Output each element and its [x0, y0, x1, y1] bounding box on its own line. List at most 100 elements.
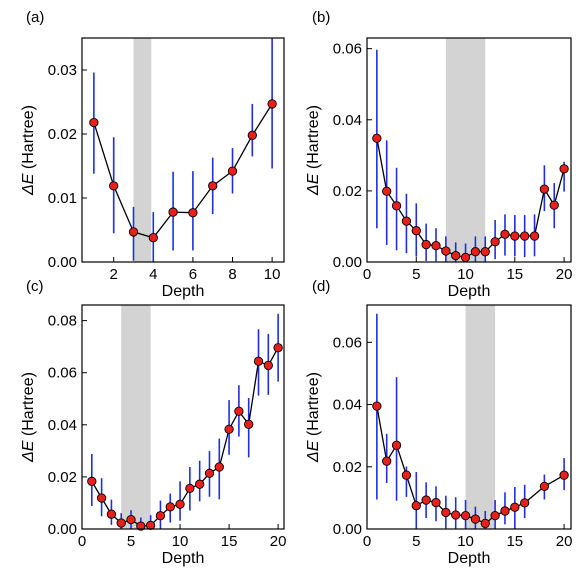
panel-d-shaded-region	[465, 305, 496, 529]
panel-b-ylabel: ΔE (Hartree)	[305, 105, 322, 196]
panel-c-point	[136, 521, 146, 531]
panel-c-point	[234, 406, 244, 416]
panel-c-point	[155, 511, 166, 521]
panel-b-ytick-label: 0.06	[333, 41, 362, 58]
panel-d-label: (d)	[312, 278, 330, 295]
panel-c-point	[253, 356, 264, 366]
panel-b-point	[441, 246, 451, 256]
panel-a-point	[267, 99, 277, 109]
panel-b-point	[500, 229, 510, 239]
panel-d-xtick-label: 20	[556, 533, 573, 550]
panel-b-ylabel-unit: (Hartree)	[305, 105, 322, 173]
panel-c-ytick-label: 0.02	[48, 469, 77, 486]
panel-a-point	[128, 227, 139, 237]
panel-c-series-line	[91, 347, 279, 527]
panel-a-ytick-label: 0.03	[48, 62, 77, 79]
panel-a-ytick-label: 0.00	[48, 254, 77, 271]
panel-a-point	[208, 181, 218, 191]
panel-b-point	[451, 250, 461, 261]
panel-c-ylabel-symbol: ΔE	[20, 440, 37, 463]
panel-c-ytick-label: 0.00	[48, 521, 77, 538]
panel-b-point	[372, 133, 382, 143]
panel-d-frame	[366, 304, 572, 530]
panel-b-label: (b)	[312, 9, 330, 26]
panel-a-xtick-label: 6	[189, 266, 197, 283]
panel-d-point	[559, 470, 569, 480]
panel-a-xtick-label: 10	[264, 266, 281, 283]
panel-d-point	[460, 510, 471, 521]
panel-d-point	[421, 495, 431, 505]
panel-a-ytick-label: 0.01	[48, 190, 77, 207]
panel-d-xtick-label: 0	[363, 533, 371, 550]
panel-c-xtick-label: 0	[78, 533, 86, 550]
panel-d-point	[490, 510, 500, 521]
panel-c-point	[96, 493, 107, 503]
panel-c-xtick-label: 5	[127, 533, 135, 550]
panel-a-xtick-label: 2	[110, 266, 118, 283]
panel-b-ytick-label: 0.00	[333, 254, 362, 271]
panel-b-point	[460, 252, 471, 263]
panel-b-xtick-label: 15	[506, 266, 523, 283]
panel-d-point	[391, 440, 402, 450]
panel-d: 0 5 10 15 20 0.00 0.02 0.04 0.06 Depth ΔE (Hartree…	[305, 278, 572, 567]
panel-c-frame	[81, 304, 285, 530]
panel-a-ylabel-unit: (Hartree)	[20, 105, 37, 173]
panel-b-ytick-label: 0.04	[333, 112, 362, 129]
panel-c-xtick-label: 10	[172, 533, 189, 550]
panel-c-point	[145, 520, 156, 531]
panel-a-point	[247, 130, 257, 140]
panel-a-frame	[81, 37, 285, 263]
panel-c-point	[263, 360, 273, 371]
panel-c-point	[244, 419, 254, 429]
panel-a-point	[227, 166, 238, 176]
panel-d-point	[451, 510, 461, 520]
panel-b-point	[391, 201, 402, 211]
panel-b-point	[411, 226, 421, 236]
panel-c-point	[165, 502, 175, 512]
panel-a-ylabel-symbol: ΔE	[20, 173, 37, 196]
panel-d-point	[401, 470, 412, 480]
panel-d-ytick-label: 0.04	[333, 397, 362, 414]
panel-a-xtick-label: 4	[149, 266, 157, 283]
panel-d-point	[510, 502, 520, 512]
panel-c-label: (c)	[26, 278, 44, 295]
panel-d-ytick-label: 0.00	[333, 521, 362, 538]
panel-b-xtick-label: 5	[412, 266, 420, 283]
panel-d-ylabel-symbol: ΔE	[305, 440, 322, 463]
panel-a-point	[89, 117, 99, 128]
panel-b-point	[510, 231, 520, 241]
panel-c-point	[126, 514, 136, 525]
panel-d-ytick-label: 0.06	[333, 334, 362, 351]
panel-c-point	[195, 479, 205, 489]
panel-c-ytick-label: 0.04	[48, 417, 77, 434]
panel-b-point	[539, 184, 550, 194]
panel-c-xtick-label: 20	[270, 533, 287, 550]
panel-c-xlabel: Depth	[162, 550, 205, 567]
panel-c-shaded-region	[121, 305, 151, 529]
panel-d-ylabel: ΔE (Hartree)	[305, 372, 322, 463]
panel-d-point	[441, 507, 451, 518]
panel-c-point	[204, 468, 215, 478]
panel-a-series-line	[93, 103, 273, 239]
panel-a-point	[109, 181, 119, 191]
panel-d-xtick-label: 15	[506, 533, 523, 550]
panel-d-point	[411, 501, 421, 511]
panel-d-point	[382, 456, 392, 466]
panel-d-xtick-label: 10	[457, 533, 474, 550]
panel-d-point	[470, 514, 481, 524]
panel-c-point	[214, 462, 224, 472]
panel-a-shaded-region	[133, 38, 152, 262]
panel-b: 0 5 10 15 20 0.00 0.02 0.04 0.06 Depth ΔE (Hartree…	[305, 9, 572, 300]
panel-b-point	[529, 231, 540, 241]
panel-b-point	[421, 239, 431, 250]
panel-d-point	[539, 481, 550, 492]
panel-d-xlabel: Depth	[448, 550, 491, 567]
panel-c-point	[224, 424, 234, 434]
panel-c-ytick-label: 0.06	[48, 365, 77, 382]
panel-a-label: (a)	[26, 9, 44, 26]
panel-b-frame	[366, 37, 572, 263]
panel-b-ylabel-symbol: ΔE	[305, 173, 322, 196]
panel-b-point	[549, 200, 559, 210]
panel-a-xlabel: Depth	[162, 283, 205, 300]
panel-d-point	[500, 506, 510, 516]
